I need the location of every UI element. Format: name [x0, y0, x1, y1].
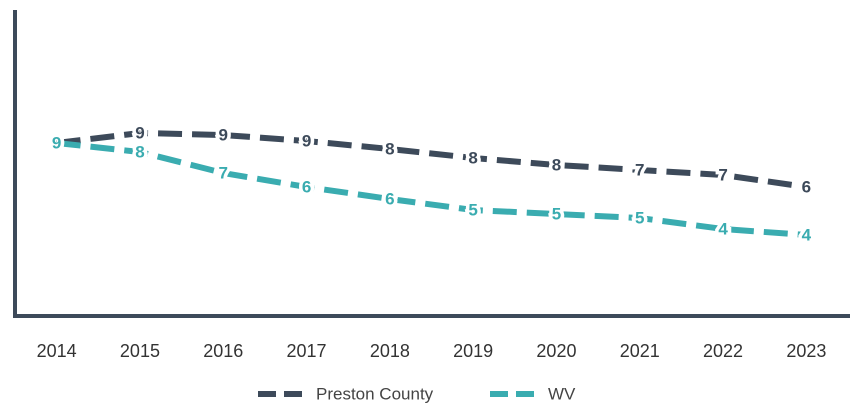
data-label: 9 — [135, 123, 144, 142]
data-label: 9 — [52, 133, 61, 152]
data-label: 5 — [468, 200, 477, 219]
x-tick-label: 2020 — [536, 341, 576, 361]
x-tick-label: 2021 — [620, 341, 660, 361]
x-tick-label: 2017 — [287, 341, 327, 361]
data-label: 5 — [635, 208, 644, 227]
x-tick-label: 2019 — [453, 341, 493, 361]
data-label: 7 — [718, 165, 727, 184]
data-label: 9 — [302, 131, 311, 150]
data-label: 7 — [219, 163, 228, 182]
x-tick-label: 2018 — [370, 341, 410, 361]
data-label: 4 — [718, 219, 728, 238]
x-tick-label: 2016 — [203, 341, 243, 361]
data-label: 8 — [468, 148, 477, 167]
data-label: 8 — [385, 139, 394, 158]
data-label: 7 — [635, 160, 644, 179]
data-label: 9 — [52, 133, 61, 152]
series-line — [56, 140, 807, 238]
series-line — [56, 129, 807, 190]
legend-label: WV — [548, 384, 576, 403]
data-label: 4 — [802, 225, 812, 244]
x-tick-label: 2015 — [120, 341, 160, 361]
data-label: 6 — [385, 189, 394, 208]
data-label: 5 — [552, 204, 561, 223]
data-label: 9 — [219, 125, 228, 144]
data-label: 6 — [302, 177, 311, 196]
legend-label: Preston County — [316, 384, 434, 403]
x-tick-label: 2023 — [786, 341, 826, 361]
data-label: 6 — [802, 177, 811, 196]
x-tick-label: 2022 — [703, 341, 743, 361]
x-tick-label: 2014 — [37, 341, 77, 361]
data-label: 8 — [552, 155, 561, 174]
data-label: 8 — [135, 142, 144, 161]
